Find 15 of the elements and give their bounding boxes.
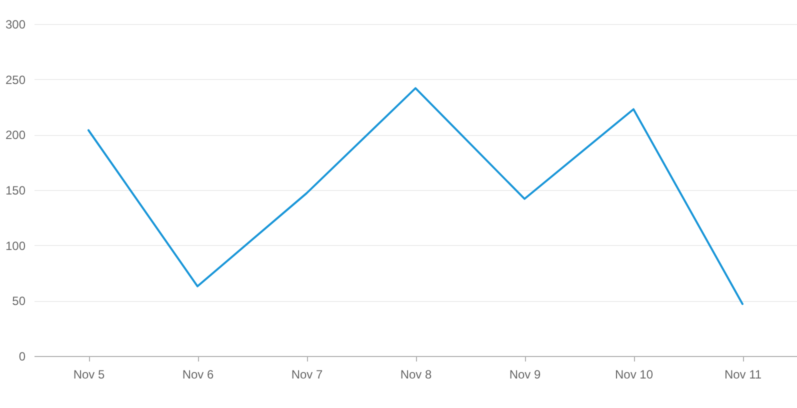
x-tick-label: Nov 11 (724, 368, 762, 382)
y-tick-label: 0 (18, 350, 26, 364)
x-tick-label: Nov 9 (509, 368, 541, 382)
y-tick-label: 50 (12, 294, 26, 308)
y-tick-label: 200 (5, 128, 26, 142)
y-tick-label: 150 (5, 184, 26, 198)
y-tick-label: 250 (5, 72, 26, 87)
y-tick-label: 100 (5, 238, 26, 253)
y-tick-label: 300 (5, 18, 26, 32)
x-tick-label: Nov 5 (73, 368, 105, 382)
x-tick-label: Nov 7 (291, 368, 323, 382)
x-tick-label: Nov 6 (182, 368, 214, 382)
x-tick-label: Nov 8 (400, 368, 432, 382)
x-tick-label: Nov 10 (614, 368, 654, 382)
line-series (88, 87, 744, 305)
